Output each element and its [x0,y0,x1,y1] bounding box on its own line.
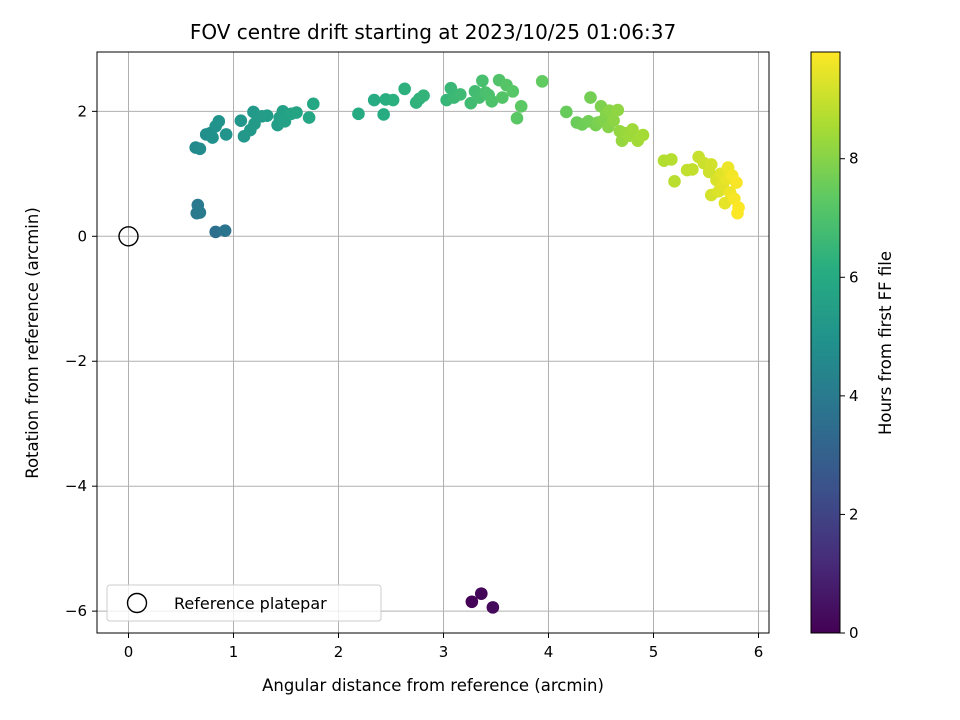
data-point [626,123,639,136]
grid-lines [97,52,769,633]
data-point [398,82,411,96]
data-point [290,106,303,119]
data-point [193,206,207,219]
x-tick-label: 1 [229,643,239,661]
y-tick-label: 2 [77,102,87,120]
data-point [730,176,743,189]
data-point [386,93,400,107]
data-point [718,196,732,210]
data-point [686,163,699,176]
colorbar-frame [810,51,841,634]
data-point [234,114,248,128]
data-point [476,74,489,88]
y-tick-label: 0 [77,227,87,245]
x-tick-label: 2 [334,643,344,661]
legend-box [106,584,382,622]
data-point [260,109,274,123]
data-point [535,75,549,88]
data-point [417,89,430,103]
data-point [307,97,320,111]
data-point [584,91,597,104]
plot-frame [96,51,770,634]
data-point [302,111,316,124]
colorbar-tick-label: 8 [849,150,859,168]
colorbar: 0 2 4 6 8 Hours from first FF file [810,51,895,642]
x-tick-label: 0 [124,643,134,661]
y-axis-ticks: −6 −4 −2 0 2 [65,102,97,620]
data-point [506,85,520,98]
data-point [212,115,226,128]
legend-reference-label: Reference platepar [174,594,327,613]
colorbar-tick-label: 0 [849,624,859,642]
data-point [485,95,499,108]
plot-background [97,52,769,633]
data-point [496,91,509,104]
data-point [514,100,528,113]
data-point [665,153,678,166]
data-point [219,128,233,141]
y-axis-label: Rotation from reference (arcmin) [23,207,42,479]
data-point [704,158,718,171]
x-tick-label: 5 [649,643,659,661]
data-point [454,88,467,101]
data-point [218,224,232,237]
data-point [486,601,500,614]
x-tick-label: 3 [439,643,449,661]
data-point [510,111,524,125]
colorbar-tick-label: 6 [849,268,859,286]
x-axis-label: Angular distance from reference (arcmin) [262,676,604,695]
data-point [209,225,222,239]
colorbar-tick-label: 2 [849,505,859,523]
y-tick-label: −4 [65,477,87,495]
data-point [668,175,681,188]
data-point [611,103,625,117]
x-tick-label: 6 [754,643,764,661]
legend-reference-marker [126,592,148,614]
data-point [636,128,650,142]
data-point [475,587,488,600]
reference-platepar-marker [118,226,139,247]
y-tick-label: −6 [65,602,87,620]
data-point [560,105,573,119]
plot-area [96,51,770,634]
data-point [193,142,207,156]
colorbar-label: Hours from first FF file [876,251,895,435]
data-point [352,107,365,121]
data-point [367,93,381,107]
colorbar-tick-label: 4 [849,387,859,405]
x-tick-label: 4 [544,643,554,661]
data-point [377,108,390,121]
data-point [206,131,219,144]
colorbar-gradient [811,52,840,633]
data-point [732,201,745,214]
data-point [607,114,620,128]
y-tick-label: −2 [65,352,87,370]
x-axis-ticks: 0 1 2 3 4 5 6 [124,633,764,661]
legend: Reference platepar [106,584,382,622]
colorbar-ticks: 0 2 4 6 8 [840,150,859,642]
data-point [465,595,479,609]
chart-title: FOV centre drift starting at 2023/10/25 … [190,20,676,44]
data-points [189,73,745,614]
